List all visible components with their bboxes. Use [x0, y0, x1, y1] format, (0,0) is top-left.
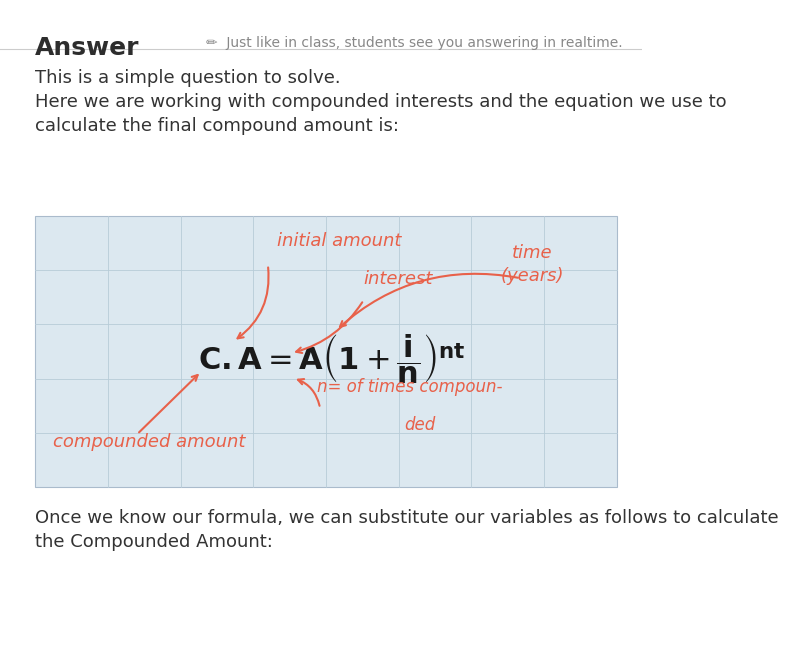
Text: Once we know our formula, we can substitute our variables as follows to calculat: Once we know our formula, we can substit… — [35, 509, 779, 527]
Text: compounded amount: compounded amount — [53, 432, 245, 451]
Text: $\mathbf{C.A} = \mathbf{A}\left(\mathbf{1} + \dfrac{\mathbf{i}}{\mathbf{n}}\righ: $\mathbf{C.A} = \mathbf{A}\left(\mathbf{… — [198, 333, 466, 387]
Text: interest: interest — [364, 269, 433, 288]
Text: calculate the final compound amount is:: calculate the final compound amount is: — [35, 117, 399, 135]
Text: This is a simple question to solve.: This is a simple question to solve. — [35, 69, 341, 87]
Text: Answer: Answer — [35, 36, 140, 60]
Text: (years): (years) — [500, 267, 564, 285]
Text: ded: ded — [405, 417, 436, 434]
Text: n= of times compoun-: n= of times compoun- — [318, 378, 502, 396]
Text: Here we are working with compounded interests and the equation we use to: Here we are working with compounded inte… — [35, 93, 727, 111]
Text: initial amount: initial amount — [277, 232, 401, 250]
Text: the Compounded Amount:: the Compounded Amount: — [35, 533, 274, 551]
Text: time: time — [512, 244, 553, 262]
Text: ✏  Just like in class, students see you answering in realtime.: ✏ Just like in class, students see you a… — [206, 36, 623, 50]
FancyBboxPatch shape — [35, 216, 617, 487]
